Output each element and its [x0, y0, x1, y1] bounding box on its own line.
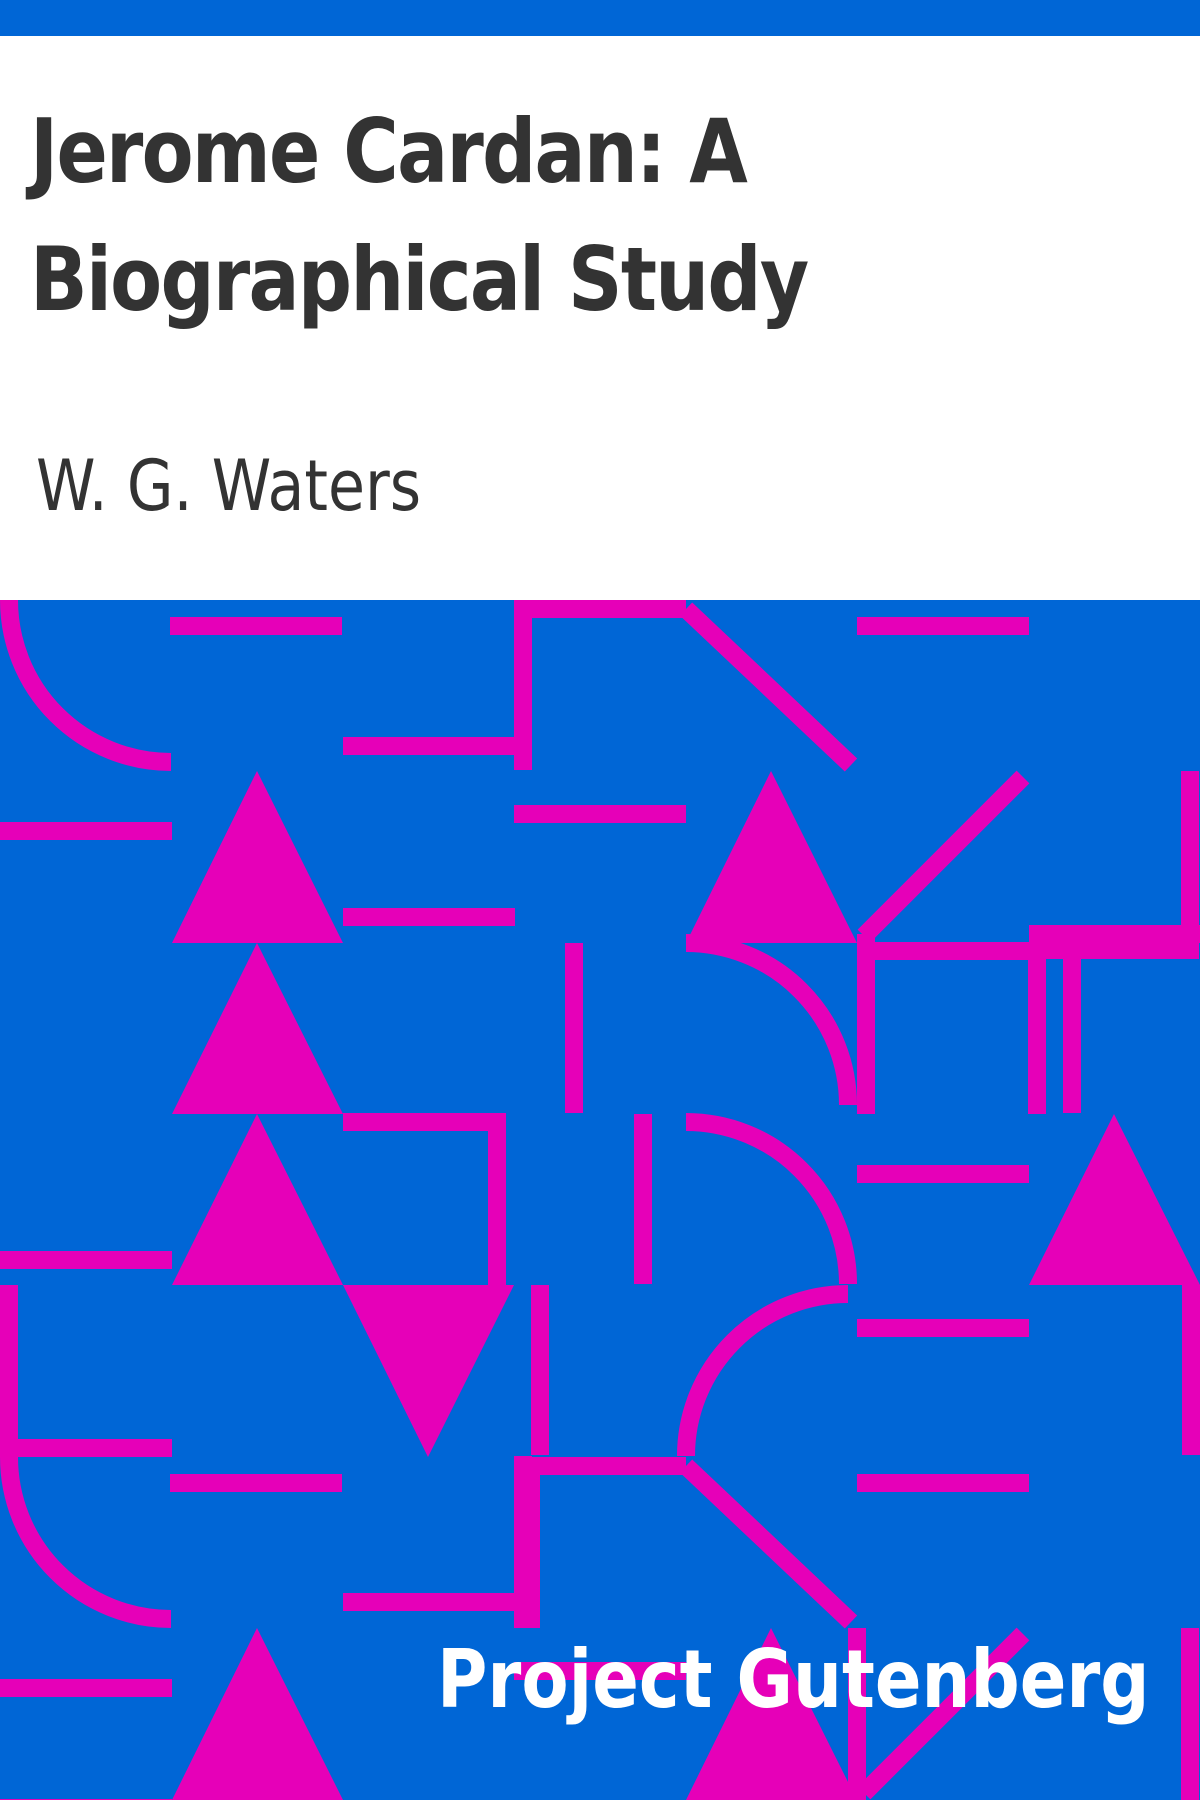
bar-5 — [514, 805, 686, 823]
triangle-down-1 — [343, 1285, 514, 1457]
triangle-6 — [172, 1628, 343, 1800]
vbar-4 — [1182, 1285, 1200, 1455]
diagonal-3 — [679, 1459, 858, 1629]
vbar-6 — [531, 1285, 549, 1455]
title-area — [0, 36, 1200, 600]
cover-pattern — [0, 600, 1200, 1800]
bar-17 — [514, 1662, 686, 1680]
arc-3 — [685, 1113, 857, 1285]
arc-2 — [685, 934, 857, 1106]
corner-5 — [1029, 771, 1199, 959]
vbar-2 — [1063, 943, 1081, 1113]
vbar-1 — [565, 943, 583, 1113]
top-color-bar — [0, 0, 1200, 36]
bar-1 — [170, 617, 342, 635]
bar-13 — [170, 1474, 342, 1492]
vbar-3 — [634, 1114, 652, 1284]
bar-2 — [857, 617, 1029, 635]
book-title: Jerome Cardan: A Biographical Study — [30, 100, 809, 331]
arc-4 — [677, 1285, 849, 1457]
triangle-4 — [686, 771, 857, 943]
bar-6 — [343, 908, 515, 926]
triangle-1 — [172, 771, 343, 943]
corner-4 — [857, 934, 875, 1114]
vbar-5 — [0, 1285, 18, 1455]
bar-4 — [0, 822, 172, 840]
triangle-7 — [686, 1628, 857, 1800]
triangle-5 — [1029, 1114, 1200, 1285]
book-author: W. G. Waters — [36, 445, 422, 527]
bar-7 — [857, 942, 1029, 960]
bar-10 — [0, 1251, 172, 1269]
arc-5 — [0, 1456, 172, 1628]
triangle-2 — [172, 943, 343, 1114]
arc-1 — [0, 600, 172, 771]
diagonal-2 — [857, 770, 1030, 943]
publisher-name: Project Gutenberg — [437, 1633, 1150, 1726]
triangle-3 — [172, 1114, 343, 1285]
corner-3 — [343, 1113, 506, 1285]
bar-12 — [0, 1439, 172, 1457]
bar-11 — [857, 1319, 1029, 1337]
bar-16 — [0, 1679, 172, 1697]
bar-14 — [857, 1474, 1029, 1492]
diagonal-1 — [679, 602, 858, 772]
corner-2 — [514, 600, 686, 770]
diagonal-4 — [857, 1627, 1030, 1800]
bar-8 — [1029, 925, 1200, 943]
bar-9 — [857, 1165, 1029, 1183]
